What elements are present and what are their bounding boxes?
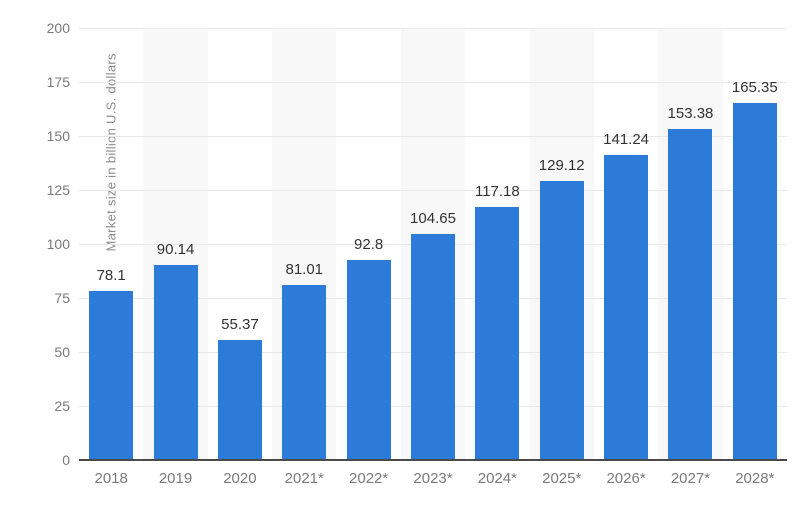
y-tick-label: 150 (46, 128, 70, 144)
grid-line (79, 28, 787, 29)
x-axis-line (79, 459, 787, 461)
bar-value-label: 92.8 (354, 235, 384, 253)
y-tick-label: 100 (46, 236, 70, 252)
bar-value-label: 129.12 (538, 157, 585, 175)
grid-line (79, 82, 787, 83)
bar-value-label: 165.35 (731, 78, 778, 96)
bar[interactable] (411, 233, 455, 460)
x-tick-label: 2022* (349, 470, 389, 487)
x-tick-label: 2020 (223, 470, 257, 487)
bar[interactable] (732, 102, 777, 460)
bar-value-label: 117.18 (474, 182, 520, 200)
bar-value-label: 55.37 (221, 316, 259, 334)
bar-value-label: 153.38 (667, 104, 714, 122)
x-tick-label: 2018 (94, 470, 128, 487)
y-tick-label: 175 (46, 74, 70, 90)
bar[interactable] (539, 181, 584, 460)
x-tick-label: 2026* (606, 470, 646, 487)
bar[interactable] (282, 285, 327, 460)
grid-line (79, 190, 787, 191)
bar[interactable] (475, 206, 520, 460)
bar[interactable] (89, 291, 134, 460)
bar[interactable] (346, 259, 391, 460)
y-tick-label: 0 (62, 452, 70, 468)
y-tick-label: 75 (54, 290, 70, 306)
bar-value-label: 78.1 (96, 267, 126, 285)
bar[interactable] (217, 340, 262, 460)
y-tick-label: 125 (46, 182, 70, 198)
x-tick-label: 2025* (542, 470, 582, 487)
bar[interactable] (153, 265, 198, 460)
y-tick-label: 50 (54, 344, 70, 360)
y-tick-label: 200 (46, 20, 70, 36)
x-tick-label: 2027* (670, 470, 711, 487)
x-tick-label: 2024* (477, 470, 517, 487)
bar-value-label: 81.01 (285, 261, 324, 279)
bar[interactable] (668, 128, 713, 460)
x-tick-label: 2019 (158, 470, 193, 487)
bar-value-label: 90.14 (156, 241, 195, 259)
y-tick-label: 25 (54, 398, 70, 414)
bar-value-label: 104.65 (410, 209, 456, 227)
bar[interactable] (604, 154, 649, 460)
grid-line (79, 136, 787, 137)
bar-value-label: 141.24 (603, 130, 650, 148)
x-tick-label: 2028* (735, 470, 775, 487)
x-tick-label: 2023* (413, 470, 453, 487)
x-tick-label: 2021* (284, 470, 324, 487)
